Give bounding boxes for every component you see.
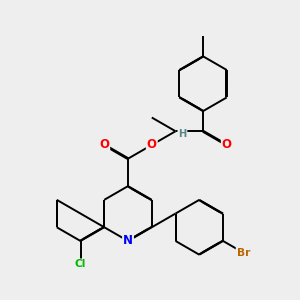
Text: Cl: Cl <box>75 259 86 269</box>
Text: O: O <box>147 139 157 152</box>
Text: N: N <box>123 235 133 248</box>
Text: H: H <box>178 129 187 139</box>
Text: O: O <box>99 139 109 152</box>
Text: O: O <box>222 139 232 152</box>
Text: Br: Br <box>237 248 250 258</box>
